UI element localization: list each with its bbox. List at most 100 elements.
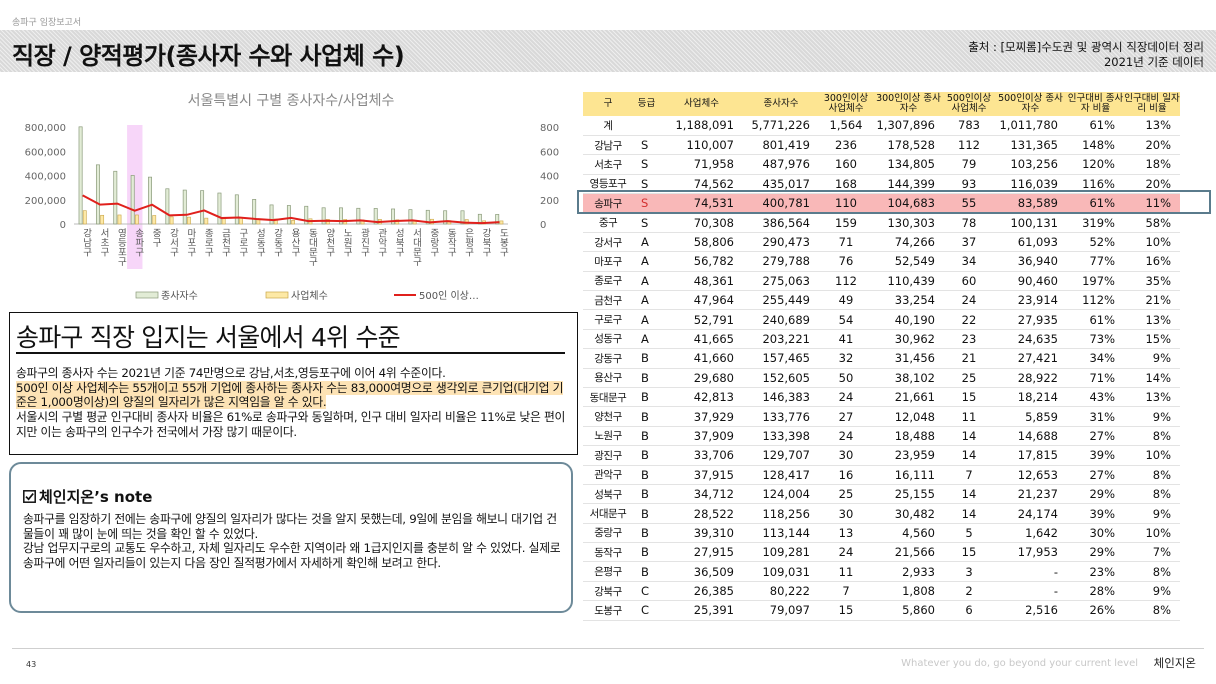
table-cell: 61,093 [994, 232, 1067, 253]
highlight-paragraph-1: 송파구의 종사자 수는 2021년 기준 74만명으로 강남,서초,영등포구에 … [16, 366, 446, 380]
table-cell: 13% [1124, 309, 1180, 330]
category-label: 관악구 [376, 228, 387, 257]
table-cell: 50 [819, 368, 873, 388]
table-cell: 21,237 [994, 484, 1067, 505]
table-row: 용산구 B 29,680 152,605 50 38,102 25 28,922 71% 14% [583, 368, 1180, 388]
table-cell: 71 [819, 232, 873, 253]
chart-title: 서울특별시 구별 종사자수/사업체수 [187, 93, 395, 109]
highlight-column-band [127, 125, 143, 269]
table-cell: 128,417 [743, 465, 819, 485]
table-cell: 8% [1124, 465, 1180, 485]
table-cell: 103,256 [994, 154, 1067, 175]
bar-workers [460, 210, 465, 225]
table-cell: 116,039 [994, 174, 1067, 195]
table-cell: 47,964 [660, 290, 743, 311]
table-cell: 24,635 [994, 329, 1067, 350]
bar-businesses [499, 220, 504, 225]
highlight-title: 송파구 직장 입지는 서울에서 4위 수준 [16, 323, 401, 352]
table-row: 양천구 B 37,929 133,776 27 12,048 11 5,859 31% 9% [583, 406, 1180, 427]
table-cell: 25 [944, 368, 994, 388]
table-cell [633, 116, 660, 136]
table-cell: 강남구 [583, 135, 633, 156]
table-cell: A [633, 309, 660, 330]
table-cell: B [633, 561, 660, 582]
right-axis-tick-label: 200 [540, 196, 559, 207]
table-cell: 27,421 [994, 348, 1067, 369]
bar-workers [200, 190, 205, 225]
table-cell: 30% [1067, 523, 1124, 544]
left-axis-tick-label: 400,000 [25, 172, 66, 183]
table-cell: 광진구 [583, 445, 633, 466]
table-cell: 133,398 [743, 426, 819, 447]
right-axis-tick-label: 400 [540, 172, 559, 183]
bar-workers [321, 207, 326, 225]
table-header-cell: 300인이상 종사자수 [873, 92, 944, 116]
table-cell: 성북구 [583, 484, 633, 505]
note-heading: 체인지온’s note [23, 486, 152, 507]
table-cell: 27,935 [994, 309, 1067, 330]
bar-workers [252, 199, 257, 225]
note-paragraph-2: 강남 업무지구로의 교통도 우수하고, 자체 일자리도 우수한 지역이라 왜 1… [23, 541, 561, 570]
table-row: 구로구 A 52,791 240,689 54 40,190 22 27,935 61% 13% [583, 309, 1180, 330]
category-label: 영등포구 [115, 228, 126, 267]
table-cell: 노원구 [583, 426, 633, 447]
footer-tagline: Whatever you do, go beyond your current … [901, 658, 1138, 669]
table-cell: 48,361 [660, 271, 743, 292]
bar-workers [269, 204, 274, 225]
table-cell: 148% [1067, 135, 1124, 156]
category-label: 서대문구 [411, 228, 422, 267]
table-row: 중랑구 B 39,310 113,144 13 4,560 5 1,642 30% 10% [583, 523, 1180, 544]
table-cell: 3 [944, 561, 994, 582]
table-cell: 80,222 [743, 581, 819, 602]
table-row: 강동구 B 41,660 157,465 32 31,456 21 27,421 34% 9% [583, 348, 1180, 369]
category-label: 용산구 [289, 228, 300, 257]
table-cell: 22 [944, 309, 994, 330]
left-axis-tick-label: 0 [60, 220, 66, 231]
table-cell: 29,680 [660, 368, 743, 388]
table-header-cell: 500인이상 사업체수 [944, 92, 994, 116]
table-cell: 계 [583, 116, 633, 136]
bar-workers [373, 208, 378, 225]
table-cell: 10% [1124, 232, 1180, 253]
table-cell: 37 [944, 232, 994, 253]
source-line-1: 출처 : [모찌롬]수도권 및 광역시 직장데이터 정리 [968, 40, 1204, 54]
table-cell: B [633, 348, 660, 369]
table-header-cell: 300인이상 사업체수 [819, 92, 873, 116]
table-cell: 279,788 [743, 251, 819, 272]
table-cell: S [633, 212, 660, 233]
table-cell: 146,383 [743, 387, 819, 408]
category-label: 강동구 [272, 228, 283, 257]
table-row: 금천구 A 47,964 255,449 49 33,254 24 23,914 112% 21% [583, 290, 1180, 311]
table-cell: 성동구 [583, 329, 633, 350]
table-cell: 15% [1124, 329, 1180, 350]
table-cell: 37,929 [660, 406, 743, 427]
category-label: 광진구 [358, 227, 369, 257]
title-band [0, 30, 1216, 72]
table-cell: 21 [944, 348, 994, 369]
table-cell: 38,102 [873, 368, 944, 388]
table-cell: B [633, 542, 660, 563]
category-label: 양천구 [324, 228, 335, 257]
table-cell: 112% [1067, 290, 1124, 311]
table-header-cell: 인구대비 일자리 비율 [1124, 92, 1180, 116]
table-cell: 20% [1124, 135, 1180, 156]
category-label: 강남구 [81, 228, 92, 257]
bar-businesses [291, 220, 296, 225]
table-cell: 11 [819, 561, 873, 582]
table-cell: 27% [1067, 426, 1124, 447]
table-cell: 1,642 [994, 523, 1067, 544]
table-cell: 5,859 [994, 406, 1067, 427]
bar-workers [234, 194, 239, 225]
table-cell: B [633, 484, 660, 505]
bar-workers [495, 214, 500, 225]
table-cell: 9% [1124, 503, 1180, 524]
table-cell: C [633, 581, 660, 602]
table-cell: 37,915 [660, 465, 743, 485]
chart-svg: 0 200,000 400,000 600,000 800,000 0 200 400 600 8… [25, 123, 559, 302]
table-cell: 43% [1067, 387, 1124, 408]
table-row: 성북구 B 34,712 124,004 25 25,155 14 21,237 29% 8% [583, 484, 1180, 505]
bar-workers [408, 209, 413, 225]
table-cell: 76 [819, 251, 873, 272]
legend-swatch [265, 291, 289, 299]
legend-label: 사업체수 [291, 289, 328, 302]
